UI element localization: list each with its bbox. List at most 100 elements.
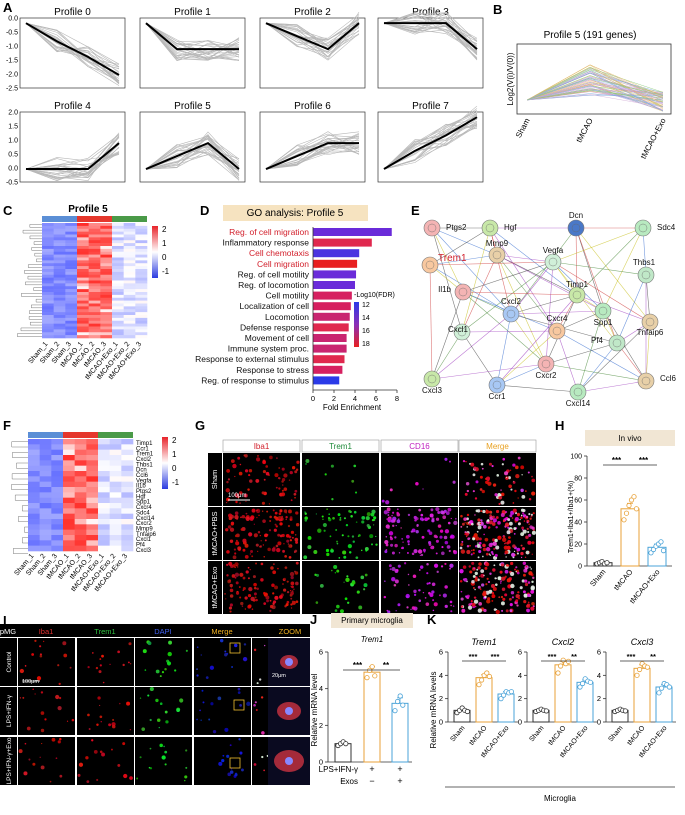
cell-signal [461, 522, 465, 526]
cell-signal [57, 706, 62, 711]
heatmap-cell [98, 535, 110, 541]
cell-signal [218, 761, 223, 766]
cell-signal [242, 548, 246, 552]
profile-gene-line [383, 22, 478, 53]
cell-signal [525, 565, 528, 568]
heatmap-cell [65, 317, 78, 322]
heatmap-cell [86, 439, 99, 445]
cell-signal [444, 585, 448, 589]
cell-signal [421, 535, 425, 539]
cell-signal [260, 696, 264, 699]
heatmap-cell [88, 271, 101, 276]
network-node-glyph [552, 326, 562, 336]
cell-signal [254, 596, 257, 599]
cell-signal [355, 556, 359, 560]
heatmap-cell [53, 240, 66, 244]
cell-signal [291, 600, 294, 603]
network-node-label: Vegfa [543, 246, 564, 255]
panel-g-row-tab [208, 453, 222, 506]
cell-signal [415, 481, 419, 486]
network-node [488, 376, 506, 394]
cell-signal [293, 492, 297, 496]
panel-label-j: J [310, 612, 317, 627]
cell-signal [413, 549, 418, 554]
cell-signal [531, 580, 534, 584]
network-edge [431, 227, 464, 293]
cell-signal [123, 773, 128, 779]
heatmap-cell [39, 492, 52, 498]
heatmap-cell [100, 326, 113, 330]
cell-signal [266, 599, 269, 603]
heatmap-cell [86, 444, 99, 450]
cell-signal [422, 548, 426, 552]
cell-signal [474, 578, 478, 582]
heatmap-cell [28, 476, 40, 482]
go-bar [313, 365, 343, 374]
go-x-tick-label: 4 [353, 394, 357, 403]
cell-signal [237, 546, 242, 551]
heatmap-cell [65, 320, 78, 324]
profile5-gene-line [526, 88, 664, 103]
heatmap-cell [109, 524, 122, 530]
heatmap-cell [112, 312, 124, 316]
dendrogram-branch [28, 264, 42, 268]
cell-signal [394, 543, 398, 548]
cell-signal [277, 567, 279, 570]
cell-signal [340, 609, 344, 614]
cell-signal [55, 757, 58, 760]
cell-signal [478, 537, 482, 541]
heatmap-cell [39, 439, 52, 445]
heatmap-cell [42, 323, 54, 327]
cell-signal [242, 586, 246, 590]
cell-signal [472, 574, 476, 578]
network-edge [431, 363, 547, 380]
network-node-label: Il1b [438, 285, 451, 294]
heatmap-cell [100, 240, 113, 244]
cell-signal [255, 598, 258, 602]
cell-signal [161, 755, 166, 760]
cell-signal [472, 552, 475, 555]
cell-signal [256, 682, 259, 685]
cell-signal [488, 510, 492, 514]
bar-category: Sham [528, 725, 545, 744]
bar-y-tick-label: 2 [597, 694, 601, 703]
heatmap-cell [74, 465, 87, 472]
heatmap-cell [51, 497, 64, 504]
cell-signal [286, 600, 290, 604]
cell-signal [34, 693, 36, 695]
cell-signal [504, 550, 509, 554]
panel-g-header: Trem1 [329, 442, 352, 451]
cell-signal [293, 588, 295, 590]
cell-signal [517, 591, 520, 594]
cell-signal [500, 500, 505, 505]
heatmap-cell [112, 306, 124, 310]
cell-signal [28, 758, 31, 761]
profile-gene-line [25, 22, 120, 82]
heatmap-cell [135, 297, 148, 301]
cell-signal [149, 767, 153, 770]
cell-signal [389, 488, 393, 492]
panel-h-y-tick-label: 20 [574, 542, 582, 549]
bar-point [644, 664, 651, 670]
cell-signal [196, 674, 199, 677]
panel-g-header: Merge [486, 442, 509, 451]
cell-signal [480, 519, 483, 522]
profile-title: Profile 5 [174, 101, 211, 112]
cell-signal [285, 533, 290, 538]
cell-signal [514, 517, 519, 522]
cell-signal [337, 513, 341, 517]
cell-signal [272, 509, 275, 512]
heatmap-cell [135, 266, 148, 270]
heatmap-cell [77, 237, 89, 241]
heatmap-cell [135, 271, 148, 276]
cell-signal [274, 585, 279, 590]
cell-signal [485, 583, 488, 586]
cell-signal [262, 519, 266, 523]
cell-signal [260, 578, 264, 582]
cell-signal [334, 609, 338, 612]
cell-signal [256, 587, 259, 591]
heatmap-cell [112, 225, 124, 230]
heatmap-cell [77, 323, 89, 327]
network-node-label: Tnfaip6 [637, 328, 664, 337]
heatmap-cell [98, 519, 110, 525]
